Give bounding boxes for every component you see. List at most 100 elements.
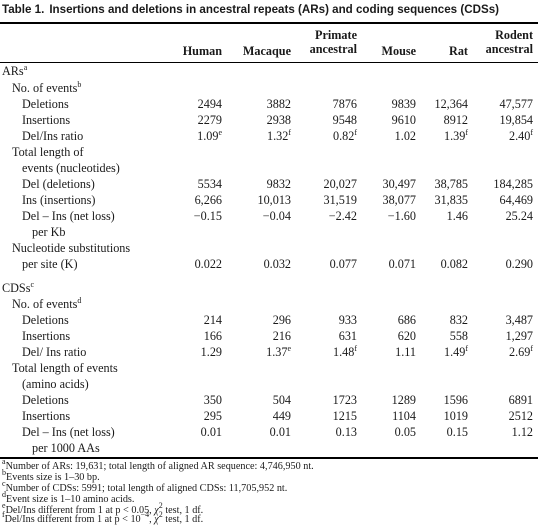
- cdss-ratio-label: Del/ Ins ratio: [22, 345, 86, 359]
- col-header-rat: Rat: [449, 44, 468, 58]
- cell-value: 0.01: [269, 425, 291, 439]
- cell-value: 350: [203, 393, 222, 407]
- section-cdss-label: CDSsc: [2, 281, 34, 296]
- cell-value: 1.11: [395, 345, 416, 359]
- footnote-mark: f: [354, 128, 357, 137]
- cdss-length-label-1: Total length of events: [12, 361, 118, 375]
- footnote-mark: f: [465, 344, 468, 353]
- cell-value: 6891: [508, 393, 533, 407]
- ars-del-label: Del (deletions): [22, 177, 95, 191]
- ars-net-macaque: −0.04: [263, 209, 291, 223]
- ars-net-label-2-text: per Kb: [32, 225, 66, 239]
- section-ars-label: ARsa: [2, 64, 27, 79]
- footnote-a: aNumber of ARs: 19,631; total length of …: [2, 458, 314, 473]
- cell-value: 9832: [266, 177, 291, 191]
- bottom-rule: [0, 457, 538, 459]
- top-rule: [0, 22, 538, 24]
- col-header-mouse: Mouse: [381, 44, 416, 58]
- ars-del-macaque: 9832: [267, 177, 291, 191]
- cell-value: 449: [272, 409, 291, 423]
- ars-ins-rat: 31,835: [434, 193, 468, 207]
- cdss-events-label: No. of eventsd: [12, 297, 81, 312]
- footnote-f: fDel/Ins different from 1 at p < 10−4, χ…: [2, 511, 203, 526]
- cdss-ratio-primate-ancestral: 1.48f: [333, 345, 357, 360]
- ars-events-label-text: No. of events: [12, 81, 78, 95]
- cell-value: 620: [397, 329, 416, 343]
- cell-value: 9548: [332, 113, 357, 127]
- footnote-text: Del/Ins different from 1 at p < 0.05,: [5, 505, 155, 516]
- ars-ratio-rat: 1.39f: [444, 129, 468, 144]
- cdss-del-primate-ancestral: 1723: [333, 393, 357, 407]
- cell-value: 31,519: [323, 193, 357, 207]
- cdss-net-label-2: per 1000 AAs: [32, 441, 100, 455]
- cell-value: 216: [272, 329, 291, 343]
- cdss-ins-rat: 1019: [444, 409, 468, 423]
- cell-value: 0.15: [446, 425, 468, 439]
- cell-value: 1.29: [200, 345, 222, 359]
- cell-value: 9839: [391, 97, 416, 111]
- cdss-net-label-1: Del – Ins (net loss): [22, 425, 115, 439]
- ars-ins-human: 6,266: [195, 193, 222, 207]
- ars-net-rat: 1.46: [447, 209, 468, 223]
- cell-value: −2.42: [328, 209, 357, 223]
- cell-value: 1.02: [394, 129, 416, 143]
- ars-del-human: 5534: [198, 177, 222, 191]
- cdss-insertions-macaque: 216: [273, 329, 291, 343]
- ars-ratio-primate-ancestral: 0.82f: [333, 128, 357, 144]
- cell-value: 0.071: [388, 257, 416, 271]
- ars-events-label: No. of eventsb: [12, 81, 81, 96]
- ars-subs-rodent-ancestral: 0.290: [506, 257, 533, 271]
- cell-value: 7876: [332, 97, 357, 111]
- cell-value: 0.13: [335, 425, 357, 439]
- table-title: Insertions and deletions in ancestral re…: [49, 3, 500, 16]
- section-cdss-label-text: CDSs: [2, 281, 31, 295]
- cell-value: 38,077: [382, 193, 416, 207]
- cell-value: −0.15: [193, 209, 222, 223]
- ars-subs-human: 0.022: [195, 257, 222, 271]
- cdss-ratio-human: 1.29: [201, 345, 222, 359]
- cdss-net-primate-ancestral: 0.13: [336, 425, 357, 439]
- ars-length-label-1: Total length of: [12, 145, 84, 159]
- chi-exponent: 2: [158, 501, 163, 510]
- ars-ratio-human: 1.09e: [197, 129, 222, 144]
- cell-value: 1289: [391, 393, 416, 407]
- footnote-mark: b: [2, 468, 6, 477]
- ars-insertions-human: 2279: [198, 113, 222, 127]
- cell-value: 295: [203, 409, 222, 423]
- footnote-mark: e: [287, 344, 291, 353]
- cell-value: 25.24: [505, 209, 533, 223]
- cell-value: 30,497: [382, 177, 416, 191]
- cdss-ratio-label-text: Del/ Ins ratio: [22, 345, 87, 359]
- ars-deletions-primate-ancestral: 7876: [333, 97, 357, 111]
- cell-value: 20,027: [323, 177, 357, 191]
- cell-value: 38,785: [434, 177, 468, 191]
- ars-net-label-1: Del – Ins (net loss): [22, 209, 115, 223]
- ars-ins-label-text: Ins (insertions): [22, 193, 96, 207]
- ars-ins-mouse: 38,077: [382, 193, 416, 207]
- cdss-net-label-2-text: per 1000 AAs: [32, 441, 100, 455]
- cell-value: 47,577: [499, 97, 533, 111]
- cdss-net-macaque: 0.01: [270, 425, 291, 439]
- cdss-net-human: 0.01: [201, 425, 222, 439]
- cell-value: 166: [203, 329, 222, 343]
- ars-insertions-macaque: 2938: [267, 113, 291, 127]
- cdss-ins-label-text: Insertions: [22, 409, 71, 423]
- cell-value: 31,835: [434, 193, 468, 207]
- ars-ratio-rodent-ancestral: 2.40f: [509, 129, 533, 144]
- cell-value: 184,285: [493, 177, 533, 191]
- ars-ratio-mouse: 1.02: [395, 129, 416, 143]
- footnote-mark: f: [288, 128, 291, 137]
- footnote-d: dEvent size is 1–10 amino acids.: [2, 491, 134, 506]
- cell-value: 0.032: [263, 257, 291, 271]
- ars-ins-primate-ancestral: 31,519: [323, 193, 357, 207]
- ars-subs-rat: 0.082: [441, 257, 468, 271]
- cdss-deletions-primate-ancestral: 933: [339, 313, 357, 327]
- cell-value: 1.46: [446, 209, 468, 223]
- header-rule: [0, 62, 538, 63]
- cell-value: 0.022: [194, 257, 222, 271]
- cell-value: 1596: [443, 393, 468, 407]
- cdss-insertions-rodent-ancestral: 1,297: [506, 329, 533, 343]
- cell-value: 3,487: [505, 313, 533, 327]
- cdss-del-human: 350: [204, 393, 222, 407]
- ars-deletions-human: 2494: [198, 97, 222, 111]
